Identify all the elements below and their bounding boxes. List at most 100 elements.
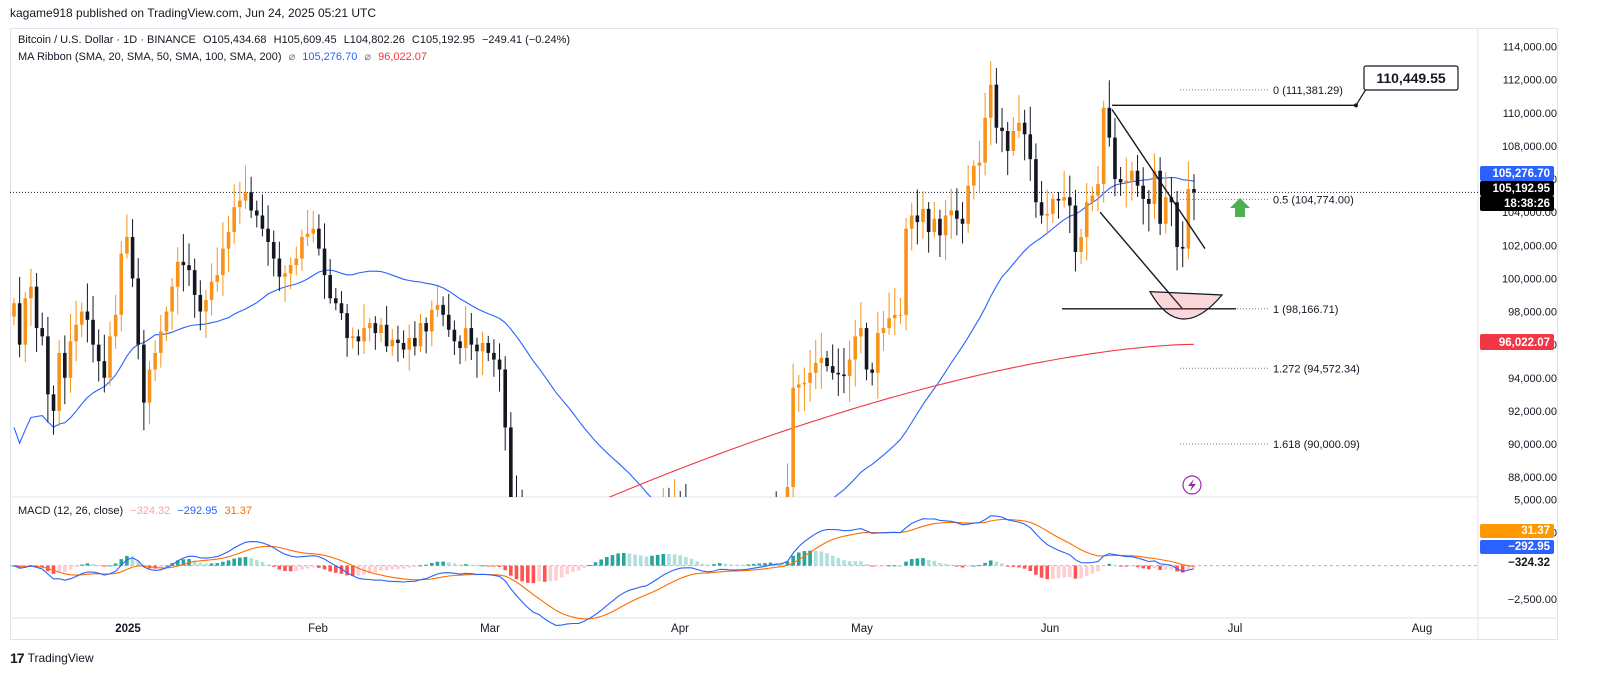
candle-body bbox=[277, 258, 282, 277]
candle bbox=[79, 302, 84, 338]
candle-body bbox=[147, 369, 152, 403]
candle-body bbox=[1022, 122, 1027, 135]
candle bbox=[785, 463, 790, 497]
candle-body bbox=[622, 533, 626, 540]
visibility-icon[interactable]: ⌀ bbox=[364, 51, 372, 63]
candle-body bbox=[825, 357, 829, 367]
macd-histogram-bar bbox=[249, 558, 253, 566]
macd-histogram-bar bbox=[497, 565, 502, 567]
candle bbox=[1045, 189, 1050, 235]
macd-histogram-bar bbox=[819, 551, 824, 566]
macd-histogram-bar bbox=[994, 561, 999, 566]
candle bbox=[656, 500, 660, 552]
candle bbox=[429, 300, 434, 347]
candle-body bbox=[994, 84, 999, 128]
candle bbox=[142, 329, 146, 431]
candle-body bbox=[243, 192, 248, 201]
macd-histogram-bar bbox=[695, 561, 699, 566]
candle-body bbox=[215, 275, 220, 282]
ma-label[interactable]: MA Ribbon (SMA, 20, SMA, 50, SMA, 100, S… bbox=[18, 51, 282, 63]
macd-histogram-bar bbox=[1130, 565, 1134, 567]
price-tick: 88,000.00 bbox=[1508, 472, 1557, 484]
macd-histogram-bar bbox=[542, 565, 547, 582]
candle bbox=[1056, 192, 1061, 219]
candle-body bbox=[909, 215, 914, 229]
candle bbox=[198, 280, 203, 331]
candle-body bbox=[566, 588, 570, 595]
candle-body bbox=[571, 588, 575, 608]
macd-histogram-bar bbox=[791, 555, 795, 566]
ma50-badge bbox=[1480, 166, 1554, 181]
candle-body bbox=[1118, 179, 1123, 183]
macd-histogram-bar bbox=[723, 563, 728, 566]
candle bbox=[85, 283, 90, 343]
candle bbox=[1005, 121, 1010, 176]
macd-histogram-bar bbox=[672, 554, 677, 566]
candle-body bbox=[972, 165, 976, 186]
candle bbox=[492, 339, 496, 377]
axes: 114,000.00 112,000.00 110,000.00 108,000.00… bbox=[115, 42, 1557, 635]
candle-body bbox=[746, 535, 750, 543]
candle bbox=[1169, 177, 1174, 227]
candle bbox=[68, 313, 73, 393]
macd-histogram-bar bbox=[926, 559, 931, 566]
macd-histogram-bar bbox=[520, 565, 524, 582]
candle-body bbox=[384, 324, 389, 347]
candle-body bbox=[729, 540, 733, 552]
symbol-name[interactable]: Bitcoin / U.S. Dollar · 1D · BINANCE bbox=[18, 34, 196, 46]
candle-body bbox=[12, 303, 16, 317]
macd-histogram-bar bbox=[746, 564, 750, 566]
channel-upper-line bbox=[1111, 109, 1206, 249]
macd-histogram-bar bbox=[977, 565, 982, 567]
candle-body bbox=[1113, 137, 1117, 180]
candle bbox=[1028, 106, 1033, 181]
candle-body bbox=[1000, 127, 1004, 132]
candle-body bbox=[486, 342, 491, 353]
macd-hist-badge-text: 31.37 bbox=[1521, 525, 1550, 537]
candle-body bbox=[68, 341, 73, 378]
macd-histogram-bar bbox=[1090, 565, 1095, 574]
footer-brand[interactable]: TradingView bbox=[27, 651, 94, 665]
macd-histogram-bar bbox=[1192, 565, 1196, 569]
candle-body bbox=[560, 595, 564, 623]
macd-histogram-bar bbox=[113, 563, 118, 566]
macd-histogram-bar bbox=[334, 565, 338, 573]
price-tick: 90,000.00 bbox=[1508, 439, 1557, 451]
price-badge bbox=[1480, 181, 1554, 196]
candle bbox=[881, 311, 886, 351]
macd-signal-badge-text: −292.95 bbox=[1508, 541, 1550, 553]
macd-histogram-bar bbox=[1124, 565, 1129, 567]
macd-histogram-bar bbox=[633, 554, 637, 566]
macd-histogram-bar bbox=[825, 553, 829, 566]
candle bbox=[181, 234, 186, 292]
candle bbox=[1067, 175, 1072, 234]
tradingview-logo-icon[interactable]: 17 bbox=[10, 650, 25, 666]
candle-body bbox=[813, 362, 818, 373]
time-tick: Aug bbox=[1412, 623, 1432, 635]
candle bbox=[938, 209, 942, 258]
visibility-icon[interactable]: ⌀ bbox=[288, 51, 296, 63]
candle bbox=[943, 200, 948, 261]
candle-body bbox=[238, 200, 242, 208]
macd-histogram-bar bbox=[1017, 565, 1021, 568]
macd-value-2: −292.95 bbox=[177, 505, 218, 517]
candle bbox=[1073, 189, 1078, 272]
macd-histogram-bar bbox=[396, 565, 400, 570]
candle-body bbox=[938, 218, 942, 236]
macd-histogram-bar bbox=[1147, 565, 1151, 570]
candle-body bbox=[656, 517, 660, 530]
macd-label[interactable]: MACD (12, 26, close) bbox=[18, 505, 124, 517]
candle bbox=[763, 516, 767, 540]
candle bbox=[328, 259, 332, 304]
drawings[interactable]: 0 (111,381.29) 0.5 (104,774.00) 1 (98,166.… bbox=[1062, 65, 1459, 495]
macd-histogram-bar bbox=[621, 552, 626, 566]
macd-histogram-bar bbox=[1005, 565, 1010, 567]
candle bbox=[486, 335, 491, 362]
candle bbox=[780, 509, 784, 546]
candle bbox=[983, 92, 987, 176]
macd-histogram-bar bbox=[379, 565, 383, 571]
timer-badge bbox=[1480, 196, 1554, 211]
candle-body bbox=[164, 311, 169, 332]
macd-histogram-bar bbox=[548, 565, 553, 582]
